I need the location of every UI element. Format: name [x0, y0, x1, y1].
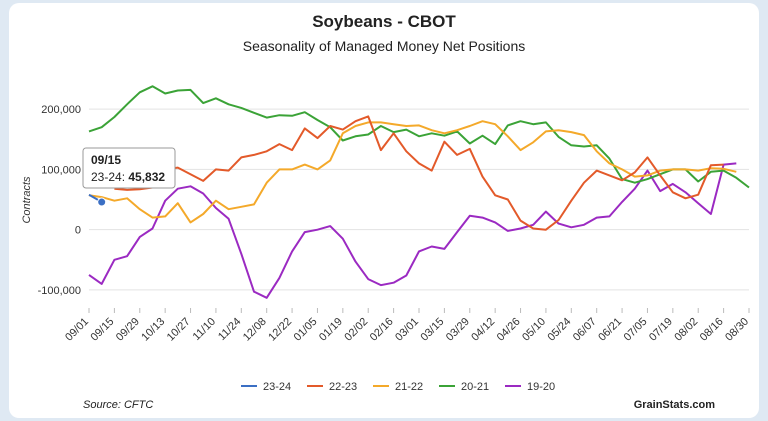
series-line-20-21 [88, 85, 750, 189]
chart-svg: Soybeans - CBOT Seasonality of Managed M… [21, 12, 751, 411]
x-tick-label: 06/21 [596, 316, 624, 344]
chart-title: Soybeans - CBOT [312, 12, 456, 31]
y-tick-label: -100,000 [38, 285, 81, 297]
x-tick-label: 03/01 [393, 316, 421, 344]
x-tick-label: 01/19 [317, 316, 345, 344]
x-tick-label: 02/02 [342, 316, 370, 344]
legend-label-23-24[interactable]: 23-24 [263, 381, 291, 393]
x-tick-label: 08/16 [698, 316, 726, 344]
x-tick-label: 03/15 [419, 316, 447, 344]
x-ticks: 09/0109/1509/2910/1310/2711/1011/2412/08… [63, 308, 751, 344]
chart-frame: Soybeans - CBOT Seasonality of Managed M… [9, 3, 759, 418]
series-lines [88, 85, 750, 299]
tooltip-box [82, 147, 176, 189]
x-tick-label: 04/26 [495, 316, 523, 344]
y-ticks: -100,000 0 100,000 200,000 [38, 104, 81, 297]
x-tick-label: 05/24 [545, 316, 573, 344]
legend-label-22-23[interactable]: 22-23 [329, 381, 357, 393]
legend-label-20-21[interactable]: 20-21 [461, 381, 489, 393]
y-tick-label: 200,000 [41, 104, 81, 116]
x-tick-label: 10/13 [139, 316, 167, 344]
y-tick-label: 100,000 [41, 164, 81, 176]
legend-label-19-20[interactable]: 19-20 [527, 381, 555, 393]
y-tick-label: 0 [75, 225, 81, 237]
series-line-22-23 [114, 115, 724, 231]
x-tick-label: 11/24 [216, 316, 243, 343]
legend: 23-24 22-23 21-22 20-21 19-20 [241, 381, 555, 393]
x-tick-label: 09/15 [89, 316, 117, 344]
x-tick-label: 09/01 [63, 316, 91, 344]
tooltip-value: 23-24: 45,832 [91, 170, 165, 184]
x-tick-label: 10/27 [165, 316, 193, 344]
tooltip-point [97, 197, 107, 207]
x-tick-label: 08/02 [672, 316, 700, 344]
x-tick-label: 12/22 [266, 316, 294, 344]
tooltip: 09/15 23-24: 45,832 [82, 147, 176, 207]
x-tick-label: 01/05 [292, 316, 320, 344]
x-tick-label: 02/16 [368, 316, 396, 344]
x-tick-label: 12/08 [241, 316, 269, 344]
grid-lines [89, 108, 749, 291]
y-axis-label: Contracts [21, 176, 33, 224]
series-line-19-20 [88, 162, 737, 299]
x-tick-label: 03/29 [444, 316, 472, 344]
series-line-21-22 [88, 120, 737, 224]
source-note: Source: CFTC [83, 399, 153, 411]
x-tick-label: 06/07 [571, 316, 599, 344]
tooltip-date: 09/15 [91, 153, 121, 167]
x-tick-label: 11/10 [191, 316, 218, 343]
legend-label-21-22[interactable]: 21-22 [395, 381, 423, 393]
x-tick-label: 08/30 [723, 316, 751, 344]
x-tick-label: 07/05 [622, 316, 650, 344]
x-tick-label: 07/19 [647, 316, 675, 344]
x-tick-label: 04/12 [469, 316, 497, 344]
brand-label: GrainStats.com [634, 399, 716, 411]
chart-subtitle: Seasonality of Managed Money Net Positio… [243, 38, 526, 54]
x-tick-label: 09/29 [114, 316, 142, 344]
x-tick-label: 05/10 [520, 316, 548, 344]
